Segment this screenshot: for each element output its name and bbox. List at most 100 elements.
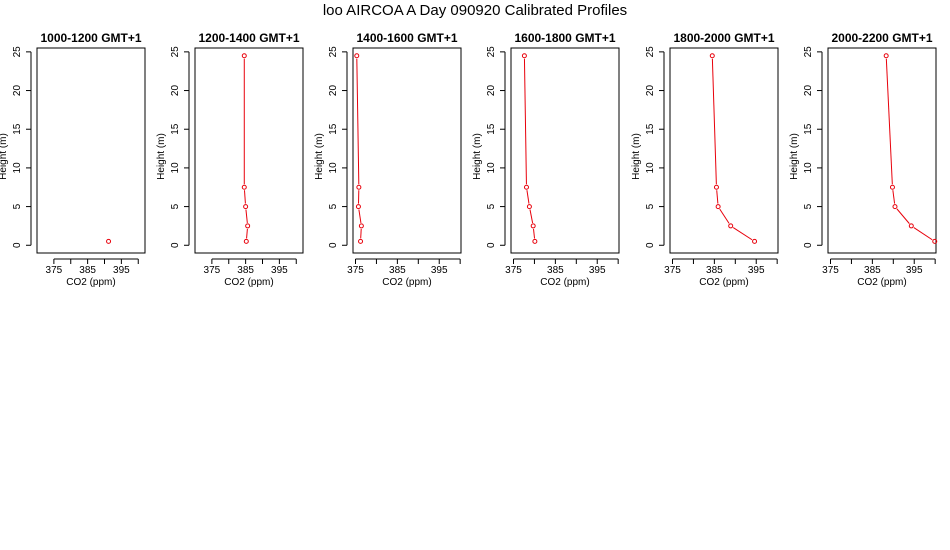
data-point [530,223,536,229]
x-tick-label: 385 [79,265,96,276]
data-point [523,184,529,190]
x-axis-label: CO2 (ppm) [699,277,748,288]
y-tick-label: 15 [645,123,656,135]
x-tick-label: 395 [906,265,923,276]
data-point [243,204,249,210]
y-tick-label: 5 [12,203,23,209]
data-point [932,238,938,244]
y-axis-label: Height (m) [472,133,483,180]
y-tick-label: 20 [645,85,656,97]
series-segment [732,227,753,241]
panel-title: 1400-1600 GMT+1 [356,31,457,45]
y-tick-label: 20 [328,85,339,97]
y-tick-label: 5 [328,203,339,209]
data-point [715,204,721,210]
y-tick-label: 25 [12,46,23,58]
data-point [356,184,362,190]
x-tick-label: 395 [113,265,130,276]
x-tick-label: 385 [237,265,254,276]
plot-frame [827,47,937,254]
y-tick-label: 20 [803,85,814,97]
y-tick-label: 25 [645,46,656,58]
data-point [106,238,112,244]
data-point [892,204,898,210]
panel-title: 1800-2000 GMT+1 [673,31,774,45]
data-point [245,223,251,229]
panel-title: 1600-1800 GMT+1 [514,31,615,45]
series-segment [526,190,530,204]
plot-frame [36,47,146,254]
data-point [243,238,249,244]
series-segment [523,58,527,185]
y-tick-label: 10 [12,162,23,174]
panel-title: 1000-1200 GMT+1 [40,31,141,45]
data-point [358,223,364,229]
series-segment [711,58,717,185]
data-point [355,204,361,210]
y-tick-label: 25 [803,46,814,58]
series-segment [885,58,893,185]
series-segment [356,58,360,185]
series-segment [533,228,536,239]
x-tick-label: 395 [271,265,288,276]
data-point [241,184,247,190]
x-tick-label: 385 [547,265,564,276]
data-point [521,53,527,59]
data-point [889,184,895,190]
series-segment [892,190,896,204]
series-segment [719,208,730,224]
x-tick-label: 375 [505,265,522,276]
data-point [358,238,364,244]
y-tick-label: 25 [170,46,181,58]
y-tick-label: 15 [803,123,814,135]
y-tick-label: 0 [12,242,23,248]
data-point [241,53,247,59]
x-axis-label: CO2 (ppm) [540,277,589,288]
y-tick-label: 20 [12,85,23,97]
data-point [709,53,715,59]
y-tick-label: 5 [803,203,814,209]
y-tick-label: 0 [328,242,339,248]
page-title: loo AIRCOA A Day 090920 Calibrated Profi… [322,2,628,19]
x-axis-label: CO2 (ppm) [66,277,115,288]
series-segment [243,190,246,204]
series-segment [529,209,534,224]
y-tick-label: 0 [645,242,656,248]
series-segment [360,228,362,239]
x-tick-label: 375 [204,265,221,276]
data-point [526,204,532,210]
y-axis-label: Height (m) [156,133,167,180]
y-tick-label: 15 [170,123,181,135]
data-point [728,223,734,229]
y-axis-label: Height (m) [631,133,642,180]
data-point [532,238,538,244]
x-tick-label: 375 [46,265,63,276]
data-point [713,184,719,190]
data-point [752,238,758,244]
data-point [908,223,914,229]
series-segment [716,190,719,204]
y-axis-label: Height (m) [0,133,9,180]
plot-frame [669,47,779,254]
x-axis-label: CO2 (ppm) [224,277,273,288]
data-point [883,53,889,59]
x-tick-label: 375 [347,265,364,276]
series-segment [913,227,933,241]
y-tick-label: 5 [486,203,497,209]
y-tick-label: 0 [486,242,497,248]
plot-frame [510,47,620,254]
series-segment [246,228,248,239]
plot-frame [352,47,462,254]
panel-title: 1200-1400 GMT+1 [198,31,299,45]
y-tick-label: 10 [170,162,181,174]
data-point [354,53,360,59]
x-tick-label: 375 [664,265,681,276]
panel-title: 2000-2200 GMT+1 [831,31,932,45]
